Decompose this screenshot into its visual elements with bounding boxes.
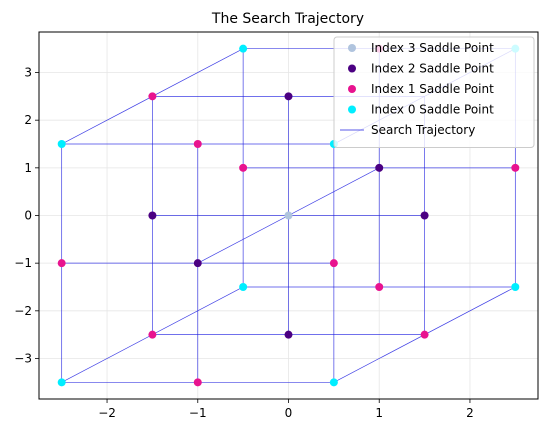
- legend-marker: [348, 44, 356, 52]
- index-0-saddle-point-point: [239, 282, 248, 291]
- x-tick-label: −2: [98, 406, 116, 420]
- x-tick-label: 1: [375, 406, 383, 420]
- index-1-saddle-point-point: [148, 92, 157, 101]
- legend-box: [333, 36, 535, 148]
- legend-label: Index 3 Saddle Point: [371, 41, 494, 55]
- y-tick-label: −2: [14, 304, 32, 318]
- index-2-saddle-point-point: [284, 92, 293, 101]
- index-1-saddle-point-point: [420, 330, 429, 339]
- index-1-saddle-point-point: [193, 378, 202, 387]
- index-2-saddle-point-point: [148, 211, 157, 220]
- y-tick-label: 2: [24, 113, 32, 127]
- index-1-saddle-point-point: [193, 140, 202, 149]
- x-tick-label: 2: [466, 406, 474, 420]
- legend-label: Index 1 Saddle Point: [371, 82, 494, 96]
- legend-marker: [348, 85, 356, 93]
- axis-ticks: −2 −1 0 1 2 −3 −2 −1 0 1 2 3: [14, 66, 473, 420]
- index-1-saddle-point-point: [57, 259, 66, 268]
- legend-marker: [348, 64, 356, 73]
- x-tick-label: 0: [285, 406, 293, 420]
- y-tick-label: −1: [14, 256, 32, 270]
- index-0-saddle-point-point: [57, 378, 66, 387]
- index-2-saddle-point-point: [375, 163, 384, 172]
- legend: Index 3 Saddle Point Index 2 Saddle Point…: [333, 36, 535, 148]
- y-tick-label: −3: [14, 351, 32, 365]
- chart-title: The Search Trajectory: [211, 11, 364, 27]
- legend-label: Index 0 Saddle Point: [371, 103, 494, 117]
- index-2-saddle-point-point: [193, 259, 202, 268]
- index-1-saddle-point-point: [511, 163, 520, 172]
- legend-label: Search Trajectory: [371, 123, 475, 137]
- index-2-saddle-point-point: [420, 211, 429, 220]
- index-1-saddle-point-point: [375, 282, 384, 291]
- y-tick-label: 0: [24, 209, 32, 223]
- y-tick-label: 3: [24, 66, 32, 80]
- index-0-saddle-point-point: [57, 140, 66, 149]
- y-tick-label: 1: [24, 161, 32, 175]
- index-1-saddle-point-point: [329, 259, 338, 268]
- index-2-saddle-point-point: [284, 330, 293, 339]
- index-3-saddle-point-point: [284, 211, 293, 220]
- index-0-saddle-point-point: [329, 378, 338, 387]
- index-0-saddle-point-point: [239, 44, 248, 53]
- legend-marker: [348, 105, 356, 114]
- index-1-saddle-point-point: [148, 330, 157, 339]
- index-1-saddle-point-point: [239, 163, 248, 172]
- legend-label: Index 2 Saddle Point: [371, 62, 494, 76]
- index-0-saddle-point-point: [511, 282, 520, 291]
- x-tick-label: −1: [189, 406, 207, 420]
